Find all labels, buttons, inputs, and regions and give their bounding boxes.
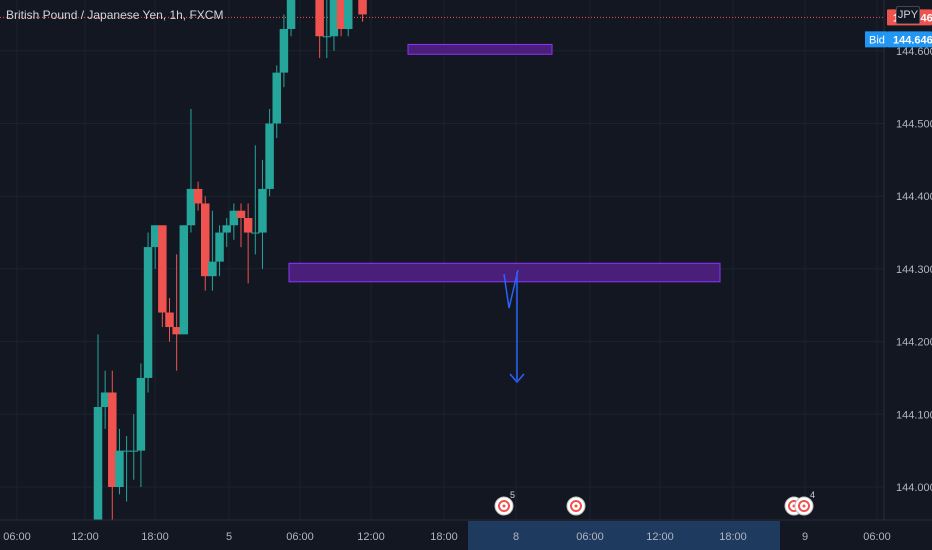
x-tick-label: 18:00 — [719, 531, 747, 543]
price-axis-bg — [884, 0, 932, 550]
bid-label-bg — [865, 31, 887, 48]
event-marker-icon[interactable]: 5 — [494, 490, 515, 516]
projection-arrow — [503, 269, 525, 384]
bid-price-tag-value: 144.646 — [893, 34, 932, 46]
candle-body — [215, 232, 224, 262]
marker-inner — [570, 500, 582, 512]
candle-body — [122, 450, 131, 452]
marker-dot — [574, 504, 578, 508]
candles — [93, 0, 367, 546]
bid-price-tag-bg — [887, 31, 932, 48]
arrow-head-icon — [509, 373, 525, 384]
marker-badge: 5 — [510, 490, 515, 500]
candle-body — [358, 0, 367, 15]
y-tick-label: 144.100 — [896, 409, 932, 421]
candle-body — [344, 0, 353, 29]
candle-body — [115, 450, 124, 487]
candle-body — [108, 392, 117, 487]
currency-button[interactable]: JPY — [896, 6, 920, 24]
time-axis: 06:00 12:00 18:00 5 06:00 12:00 18:00 8 06:00 12:… — [0, 519, 932, 550]
candle-body — [150, 225, 160, 248]
x-tick-label: 12:00 — [71, 531, 99, 543]
grid-lines — [0, 0, 884, 520]
lower-zone — [407, 43, 553, 55]
x-tick-label: 8 — [513, 531, 519, 543]
candle-body — [179, 225, 189, 335]
candle-body — [158, 225, 167, 313]
zigzag-path — [503, 269, 519, 309]
x-tick-label: 12:00 — [357, 531, 385, 543]
marker-inner — [498, 500, 510, 512]
candle-body — [286, 0, 296, 29]
event-marker-icon[interactable] — [566, 496, 586, 516]
candle-body — [322, 36, 332, 38]
candle-body — [229, 210, 239, 226]
x-tick-label: 06:00 — [863, 531, 891, 543]
candle-body — [329, 0, 339, 37]
x-tick-label: 12:00 — [646, 531, 674, 543]
candle-body — [258, 188, 267, 233]
candle-body — [236, 210, 246, 219]
x-tick-label: 9 — [802, 531, 808, 543]
candle-body — [222, 225, 231, 233]
candle-body — [100, 392, 110, 408]
candle-body — [208, 261, 217, 277]
candle-body — [251, 232, 260, 234]
candle-body — [143, 247, 153, 378]
y-tick-label: 144.300 — [896, 264, 932, 276]
candle-body — [265, 123, 274, 189]
x-tick-label: 06:00 — [3, 531, 31, 543]
x-tick-label: 18:00 — [141, 531, 169, 543]
candle-body — [193, 188, 203, 204]
y-tick-label: 144.600 — [896, 46, 932, 58]
bid-price-tag: 144.646 — [887, 31, 932, 48]
candle-body — [136, 377, 146, 451]
time-axis-highlight — [468, 521, 780, 550]
x-tick-label: 18:00 — [430, 531, 458, 543]
candle-body — [315, 0, 324, 37]
y-tick-label: 144.500 — [896, 119, 932, 131]
x-tick-label: 06:00 — [286, 531, 314, 543]
marker-dot — [502, 504, 506, 508]
marker-dot — [802, 504, 806, 508]
candle-body — [279, 28, 289, 73]
y-tick-label: 144.400 — [896, 191, 932, 203]
candle-body — [165, 312, 174, 328]
chart-title: British Pound / Japanese Yen, 1h, FXCM — [6, 8, 224, 22]
price-axis: 144.000 144.100 144.200 144.300 144.400 144.5… — [883, 0, 932, 550]
marker-badge: 4 — [810, 490, 815, 500]
marker-inner — [798, 500, 810, 512]
candle-body — [243, 218, 253, 233]
candle-body — [93, 407, 103, 546]
x-tick-label: 5 — [226, 531, 232, 543]
candle-body — [129, 450, 138, 452]
candle-body — [336, 0, 346, 29]
y-tick-label: 144.000 — [896, 482, 932, 494]
uk-flag-icon[interactable]: 4 — [794, 490, 815, 516]
candle-body — [186, 188, 196, 226]
candle-body — [272, 72, 281, 124]
candle-body — [172, 327, 181, 335]
y-tick-label: 144.200 — [896, 337, 932, 349]
x-tick-label: 06:00 — [576, 531, 604, 543]
candle-body — [201, 203, 210, 277]
bid-label: Bid — [869, 34, 885, 46]
